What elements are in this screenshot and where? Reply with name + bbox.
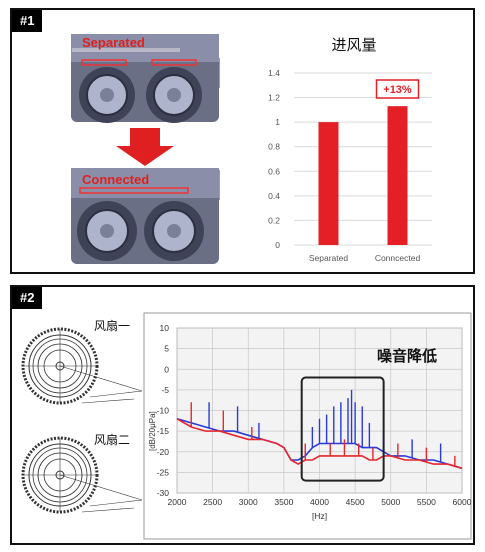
x-tick-label: 5500 — [417, 497, 436, 507]
x-tick-label: 2000 — [168, 497, 187, 507]
bar-separated — [318, 122, 339, 245]
connected-fan-assembly — [71, 168, 220, 264]
separated-left-slot — [81, 59, 127, 66]
x-axis-label: [Hz] — [312, 511, 327, 521]
x-tick-label: 5000 — [381, 497, 400, 507]
noise-reduction-annotation: 噪音降低 — [377, 347, 437, 365]
y-tick-label: -10 — [157, 406, 170, 416]
y-tick-label: -15 — [157, 426, 170, 436]
x-tick-label: 3500 — [274, 497, 293, 507]
bar-y-tick-label: 0.4 — [268, 191, 280, 201]
bar-chart-title: 进风量 — [331, 37, 376, 54]
x-tick-label: 4500 — [346, 497, 365, 507]
bar-y-tick-label: 0.6 — [268, 166, 280, 176]
fan-one-label: 风扇一 — [94, 318, 130, 333]
bar-chart: 0 0.2 0.4 0.6 0.8 1 1.2 1.4 Separated Conncected +… — [268, 68, 432, 263]
bar-x-tick-label: Conncected — [375, 253, 421, 263]
y-tick-label: 0 — [164, 364, 169, 374]
bar-y-tick-label: 0.8 — [268, 142, 280, 152]
fan-one-drawing — [21, 327, 143, 405]
y-tick-label: -20 — [157, 447, 170, 457]
fan-two-drawing — [21, 436, 143, 514]
y-tick-label: -30 — [157, 488, 170, 498]
increase-badge-text: +13% — [383, 84, 412, 96]
bar-y-tick-label: 1.2 — [268, 93, 280, 103]
y-tick-label: -5 — [161, 385, 169, 395]
down-arrow-icon — [116, 128, 174, 166]
separated-fan-assembly — [71, 34, 220, 123]
x-tick-label: 2500 — [203, 497, 222, 507]
panel-2-canvas: 风扇一 风扇二 2000 2500 3000 3500 4000 4500 5000 5500… — [21, 312, 472, 540]
bar-x-tick-label: Separated — [309, 253, 348, 263]
connected-label: Connected — [82, 172, 149, 187]
noise-highlight-box — [300, 376, 385, 482]
panel-2-tag: #2 — [12, 287, 43, 309]
x-tick-label: 6000 — [453, 497, 472, 507]
separated-right-slot — [151, 59, 197, 66]
y-tick-label: 5 — [164, 344, 169, 354]
panel-1-canvas: Separated Connected 进风量 0 0.2 0.4 0.6 0.8 1 1.… — [71, 34, 432, 264]
separated-label: Separated — [82, 35, 145, 50]
panel-2: #2 风扇一 — [10, 285, 475, 545]
bar-y-tick-label: 1 — [275, 117, 280, 127]
increase-badge — [375, 79, 420, 99]
y-axis-label: [dB/20μPa] — [148, 411, 157, 451]
fan-two-label: 风扇二 — [94, 432, 130, 447]
noise-chart: 2000 2500 3000 3500 4000 4500 5000 5500 6000 10 5 0… — [148, 323, 472, 521]
panel-1-tag: #1 — [12, 10, 43, 32]
bar-y-tick-label: 0 — [275, 240, 280, 250]
panel-1: #1 — [10, 8, 475, 274]
bar-y-tick-label: 1.4 — [268, 68, 280, 78]
x-tick-label: 3000 — [239, 497, 258, 507]
series-fan-after — [176, 418, 463, 470]
y-tick-label: 10 — [160, 323, 170, 333]
connected-slot — [79, 187, 189, 194]
y-tick-label: -25 — [157, 467, 170, 477]
bar-conncected — [387, 106, 408, 246]
x-tick-label: 4000 — [310, 497, 329, 507]
bar-y-tick-label: 0.2 — [268, 215, 280, 225]
